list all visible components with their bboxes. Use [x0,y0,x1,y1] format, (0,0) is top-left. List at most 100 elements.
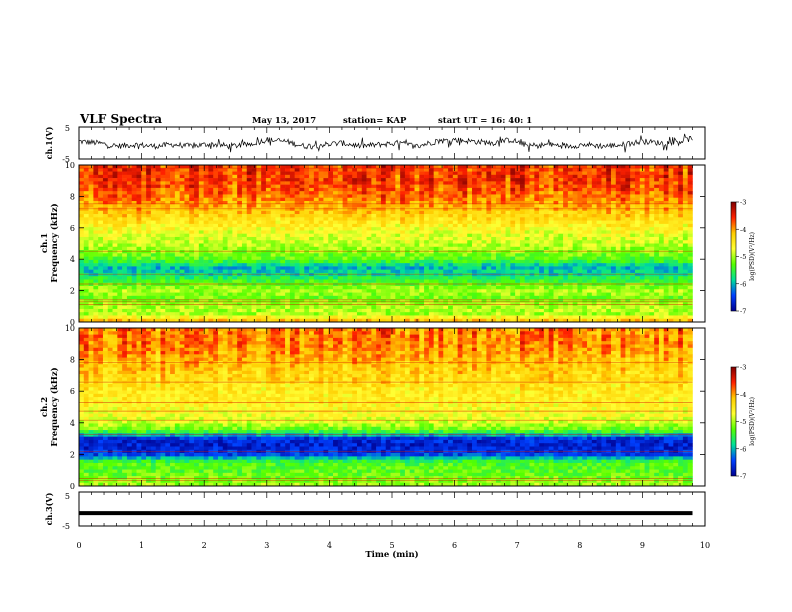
ch1-spectrogram-cell [304,279,310,284]
ch1-spectrogram-cell [491,227,497,231]
ch1-spectrogram-cell [356,272,363,277]
ch1-spectrogram-cell [606,236,612,241]
ch1-spectrogram-cell [625,165,631,169]
ch1-spectrogram-cell [160,181,166,185]
ch1-spectrogram-cell [337,259,343,264]
ch1-spectrogram-cell [409,194,415,199]
ch1-spectrogram-cell [304,220,310,225]
ch1-spectrogram-cell [400,184,406,189]
ch1-spectrogram-cell [126,171,133,176]
ch1-spectrogram-cell [448,236,454,241]
ch1-spectrogram-cell [83,210,89,215]
ch1-spectrogram-cell [347,250,353,254]
ch1-spectrogram-cell [170,223,176,228]
ch1-spectrogram-cell [131,217,137,221]
ch1-spectrogram-cell [529,220,535,225]
ch1-spectrogram-cell [452,272,458,277]
ch1-spectrogram-cell [428,240,434,244]
ch1-spectrogram-cell [591,243,597,248]
ch1-spectrogram-cell [495,200,502,205]
ch1-spectrogram-cell [587,217,593,221]
ch1-spectrogram-cell [237,184,243,189]
ch1-spectrogram-cell [107,207,113,212]
ch1-spectrogram-cell [515,282,521,287]
ch1-spectrogram-cell [601,279,607,284]
ch1-spectrogram-cell [663,165,669,169]
ch1-spectrogram-cell [433,174,439,179]
ch1-spectrogram-cell [318,269,324,274]
ch1-spectrogram-cell [472,220,478,225]
ch1-spectrogram-cell [217,266,224,270]
ch1-spectrogram-cell [83,204,89,208]
ch1-spectrogram-cell [395,187,401,192]
ch1-spectrogram-cell [285,276,291,280]
ch1-spectrogram-cell [678,233,684,238]
ch1-spectrogram-cell [505,233,511,238]
ch1-spectrogram-cell [395,174,401,179]
ch1-spectrogram-cell [611,210,617,215]
ch1-spectrogram-cell [519,269,526,274]
ch1-spectrogram-cell [141,200,147,205]
ch1-spectrogram-cell [361,263,367,267]
ch1-spectrogram-cell [304,174,310,179]
ch1-spectrogram-cell [160,256,166,261]
ch1-spectrogram-cell [587,233,593,238]
ch1-spectrogram-cell [122,266,128,270]
ch1-spectrogram-cell [620,276,626,280]
ch1-spectrogram-cell [625,191,631,195]
ch1-spectrogram-cell [658,227,665,231]
ch1-spectrogram-cell [438,181,444,185]
ch1-spectrogram-cell [625,220,631,225]
ch1-spectrogram-cell [227,187,233,192]
ch1-spectrogram-cell [122,220,128,225]
ch1-spectrogram-cell [309,233,315,238]
ch1-spectrogram-cell [198,272,204,277]
ch1-spectrogram-cell [577,236,583,241]
ch1-spectrogram-cell [217,233,224,238]
ch1-spectrogram-cell [208,210,214,215]
ch1-spectrogram-cell [328,220,334,225]
ch1-spectrogram-cell [409,197,415,202]
ch1-spectrogram-cell [352,178,358,182]
ch1-spectrogram-cell [625,256,631,261]
ch1-spectrogram-cell [318,276,324,280]
ch1-spectrogram-cell [658,266,665,270]
ch1-spectrogram-cell [515,286,521,290]
ch1-spectrogram-cell [539,279,545,284]
ch1-spectrogram-cell [563,253,569,257]
ch1-spectrogram-cell [155,200,161,205]
ch1-spectrogram-cell [591,191,597,195]
ch1-spectrogram-cell [98,184,104,189]
ch1-spectrogram-cell [515,217,521,221]
ch1-spectrogram-cell [146,200,152,205]
ch1-spectrogram-cell [217,220,224,225]
ch1-spectrogram-cell [102,204,109,208]
ch1-spectrogram-cell [194,233,200,238]
ch1-spectrogram-cell [294,286,300,290]
ch1-spectrogram-cell [663,168,669,172]
ch1-spectrogram-cell [246,200,252,205]
ch1-spectrogram-cell [395,217,401,221]
ch1-spectrogram-cell [189,253,195,257]
ch1-spectrogram-cell [558,197,564,202]
ch1-spectrogram-cell [246,187,252,192]
ch1-spectrogram-cell [395,240,401,244]
ch1-spectrogram-cell [678,263,684,267]
ch1-spectrogram-cell [433,204,439,208]
ch1-spectrogram-cell [328,230,334,234]
ch1-spectrogram-cell [270,191,276,195]
ch1-spectrogram-cell [495,210,502,215]
ch1-spectrogram-cell [160,279,166,284]
ch1-spectrogram-cell [678,181,684,185]
ch1-spectrogram-cell [208,220,214,225]
ch1-spectrogram-cell [150,253,156,257]
ch1-spectrogram-cell [371,236,377,241]
ch1-spectrogram-cell [136,233,142,238]
ch1-spectrogram-cell [251,223,257,228]
ch1-spectrogram-cell [462,165,468,169]
ch1-spectrogram-cell [467,246,473,251]
ch1-spectrogram-cell [217,217,224,221]
ch1-spectrogram-cell [476,227,482,231]
ch1-spectrogram-cell [146,204,152,208]
